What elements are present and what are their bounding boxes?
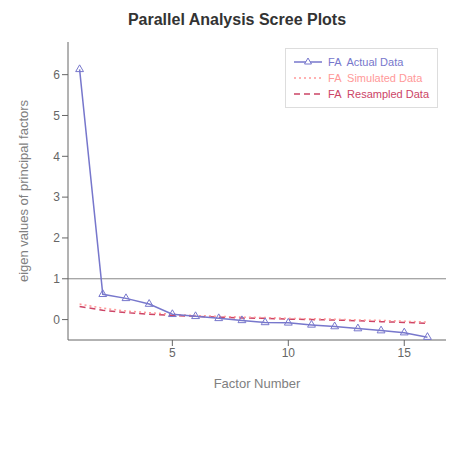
html-text:FA Actual Data: FA Actual Data — [328, 56, 404, 68]
svg-text:4: 4 — [53, 150, 60, 164]
svg-text:15: 15 — [398, 346, 412, 360]
svg-text:3: 3 — [53, 190, 60, 204]
html-text:FA Simulated Data: FA Simulated Data — [328, 72, 423, 84]
svg-text:5: 5 — [169, 346, 176, 360]
svg-text:Factor Number: Factor Number — [214, 376, 301, 391]
svg-text:1: 1 — [53, 272, 60, 286]
svg-text:5: 5 — [53, 109, 60, 123]
svg-text:eigen values of principal fact: eigen values of principal factors — [16, 99, 31, 282]
svg-text:2: 2 — [53, 231, 60, 245]
html-text:Parallel Analysis Scree Plots: Parallel Analysis Scree Plots — [127, 11, 347, 28]
svg-text:6: 6 — [53, 68, 60, 82]
svg-text:10: 10 — [282, 346, 296, 360]
html-text:FA Resampled Data: FA Resampled Data — [328, 88, 429, 100]
svg-text:0: 0 — [53, 313, 60, 327]
